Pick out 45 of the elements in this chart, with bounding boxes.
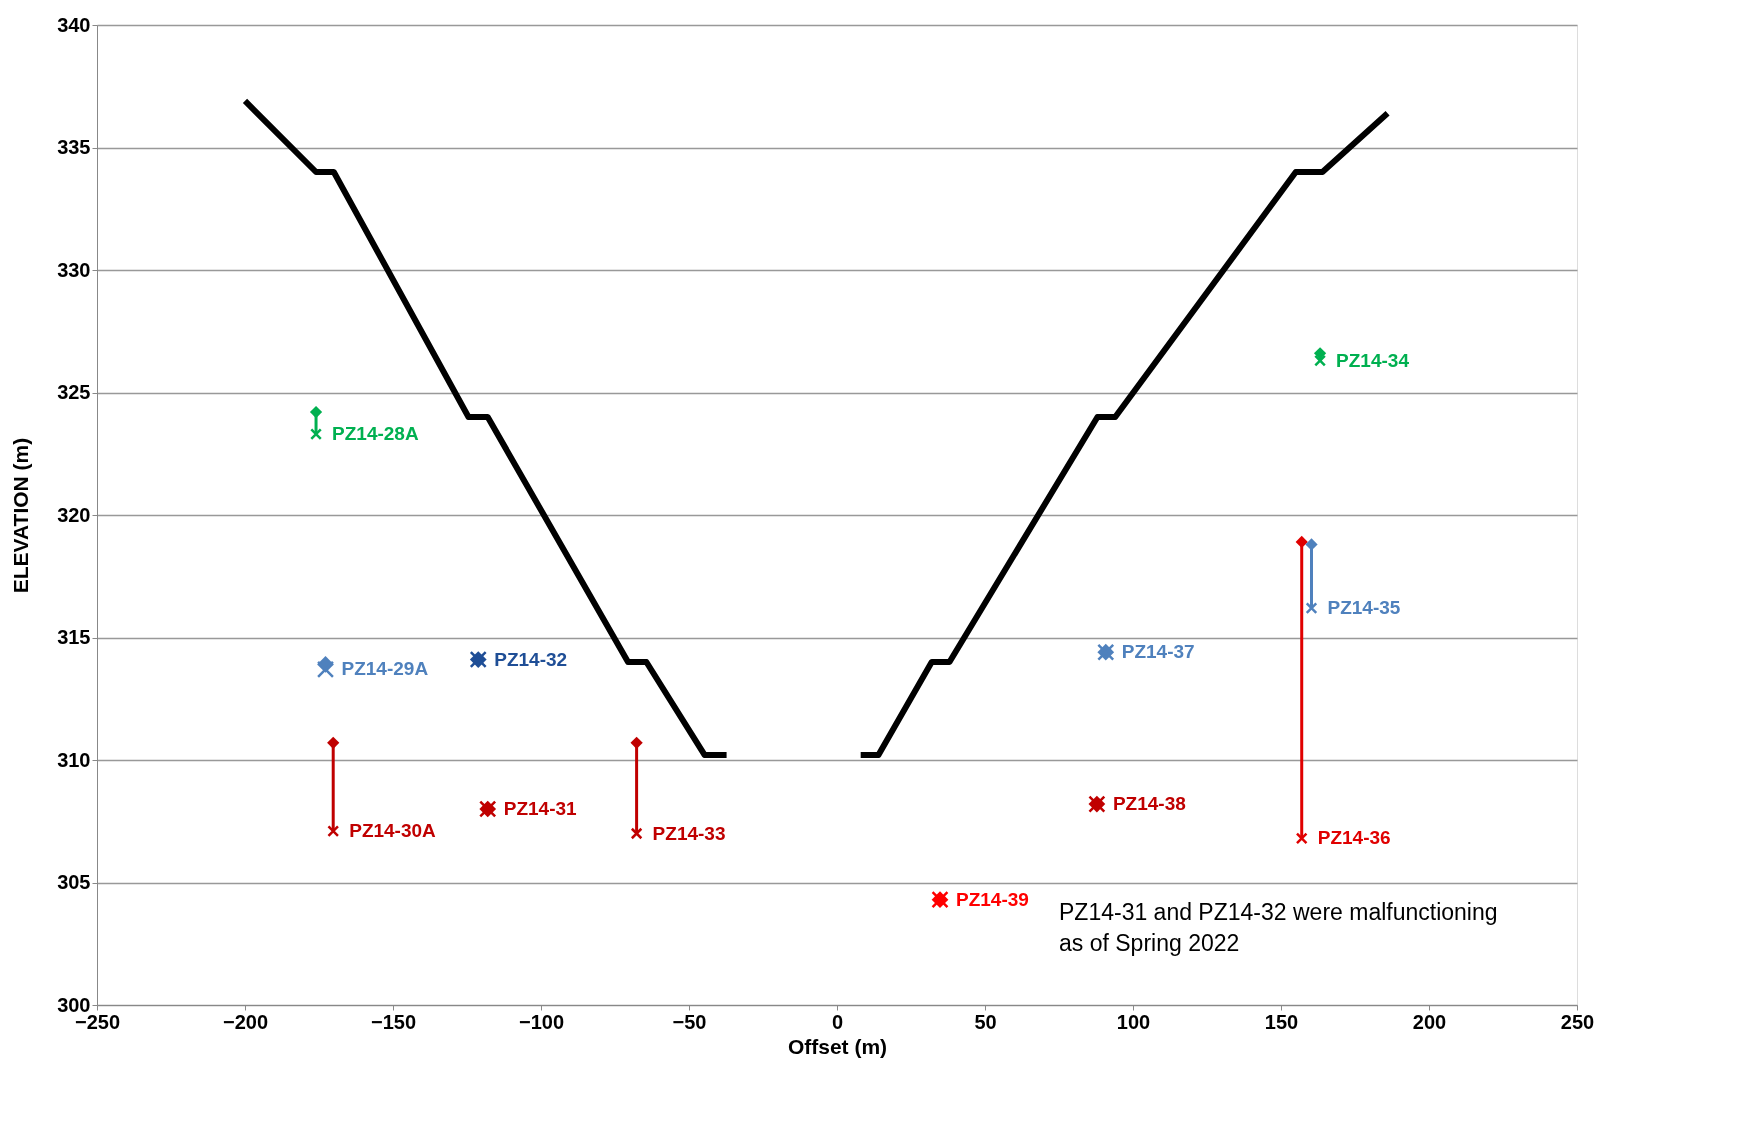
y-tick-label: 330 — [57, 258, 91, 281]
annotation: PZ14-37 — [1121, 641, 1195, 663]
point — [1295, 832, 1308, 845]
x-tick-label: −200 — [222, 1010, 269, 1033]
y-tick-label: 305 — [57, 871, 91, 893]
point — [310, 428, 323, 441]
annotation: PZ14-39 — [956, 888, 1029, 910]
annotation: PZ14-35 — [1327, 597, 1401, 619]
annotation: PZ14-34 — [1336, 349, 1410, 371]
x-tick-label: 150 — [1264, 1010, 1299, 1033]
x-tick-label: −50 — [672, 1010, 707, 1033]
y-tick-label: 310 — [57, 748, 91, 771]
y-tick-label: 315 — [57, 626, 91, 648]
x-tick-label: 250 — [1560, 1010, 1595, 1033]
point — [1295, 535, 1308, 549]
x-tick-label: 50 — [974, 1010, 997, 1033]
y-tick-label: 340 — [57, 13, 91, 36]
annotation: PZ14-29A — [341, 658, 429, 680]
x-tick-label: 0 — [831, 1010, 844, 1033]
x-tick-label: −100 — [518, 1010, 565, 1033]
annotation: PZ14-33 — [652, 822, 726, 844]
point — [327, 825, 340, 838]
annotation: PZ14-32 — [494, 648, 568, 670]
point — [309, 405, 323, 419]
annotation: PZ14-36 — [1317, 827, 1391, 849]
point — [630, 736, 643, 749]
x-axis-title: Offset (m) — [787, 1034, 888, 1058]
y-tick-label: 325 — [57, 381, 91, 403]
y-tick-label: 320 — [57, 503, 91, 526]
point — [316, 660, 335, 679]
annotation: PZ14-31 and PZ14-32 were malfunctioning as of Spring 2022 — [1059, 899, 1498, 957]
x-tick-label: −150 — [370, 1010, 417, 1033]
y-tick-label: 335 — [57, 136, 91, 158]
point — [327, 736, 340, 749]
x-tick-label: 200 — [1412, 1010, 1447, 1033]
point — [1305, 602, 1318, 615]
y-axis-title: ELEVATION (m) — [9, 437, 33, 594]
annotation: PZ14-38 — [1112, 793, 1186, 815]
annotation: PZ14-28A — [332, 423, 419, 445]
annotation: PZ14-30A — [349, 820, 437, 842]
x-tick-label: 100 — [1116, 1010, 1151, 1033]
point — [1314, 354, 1327, 367]
y-tick-label: 300 — [57, 993, 91, 1016]
annotation: PZ14-31 — [503, 798, 578, 819]
point — [630, 827, 643, 840]
